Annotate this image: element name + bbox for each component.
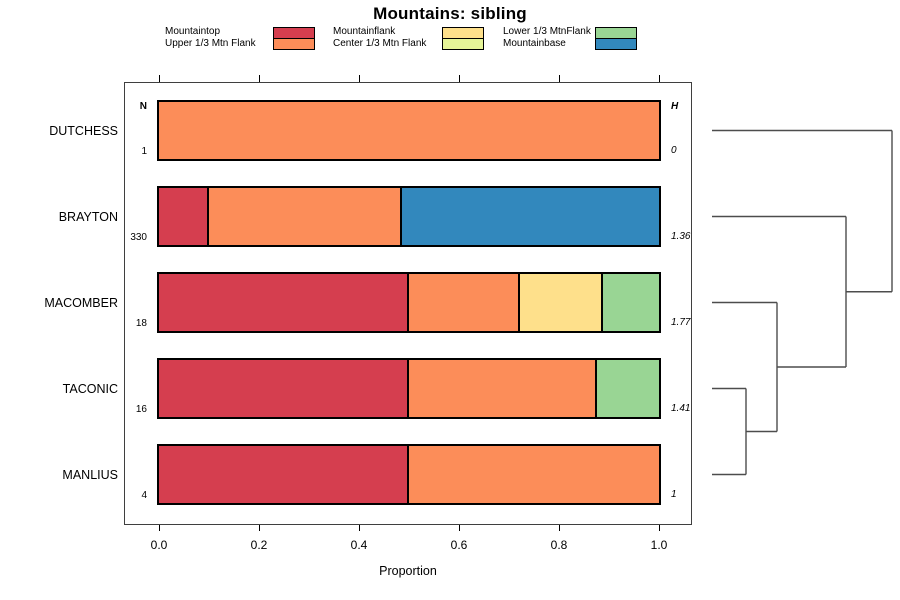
x-axis-tick-top	[259, 75, 260, 82]
bar-segment	[399, 188, 659, 245]
legend-label: Upper 1/3 Mtn Flank	[165, 38, 256, 49]
h-value: 1.41	[671, 403, 691, 414]
x-axis-tick-top	[659, 75, 660, 82]
x-axis-tick-bottom	[559, 525, 560, 531]
x-axis-tick-bottom	[159, 525, 160, 531]
x-axis-tick-label: 0.6	[450, 538, 468, 552]
x-axis-tick-label: 1.0	[650, 538, 668, 552]
x-axis-tick-label: 0.4	[350, 538, 368, 552]
bar-brayton	[157, 186, 661, 247]
bar-segment	[207, 188, 402, 245]
x-axis-tick-bottom	[659, 525, 660, 531]
category-label-dutchess: DUTCHESS	[49, 123, 118, 138]
h-value: 1.36	[671, 231, 691, 242]
h-value: 1	[671, 489, 677, 500]
legend-label: Mountainbase	[503, 38, 566, 49]
bar-segment	[518, 274, 604, 331]
bar-segment	[601, 274, 659, 331]
x-axis-tick-label: 0.8	[550, 538, 568, 552]
x-axis-tick-bottom	[359, 525, 360, 531]
x-axis-tick-label: 0.2	[250, 538, 268, 552]
n-value: 330	[130, 232, 147, 243]
bar-segment	[594, 360, 659, 417]
h-value: 1.77	[671, 317, 691, 328]
legend-label: Lower 1/3 MtnFlank	[503, 26, 591, 37]
x-axis-tick-top	[359, 75, 360, 82]
legend-label: Mountaintop	[165, 26, 221, 37]
x-axis-tick-top	[559, 75, 560, 82]
bar-segment	[407, 274, 521, 331]
x-axis-label: Proportion	[379, 564, 437, 578]
category-label-brayton: BRAYTON	[58, 209, 118, 224]
x-axis-tick-top	[159, 75, 160, 82]
bar-dutchess	[157, 100, 661, 161]
bar-segment	[159, 446, 409, 503]
h-value: 0	[671, 145, 677, 156]
x-axis-tick-bottom	[259, 525, 260, 531]
x-axis-tick-bottom	[459, 525, 460, 531]
n-value: 1	[141, 146, 147, 157]
category-label-taconic: TACONIC	[62, 381, 118, 396]
n-value: 4	[141, 490, 147, 501]
legend-swatch	[595, 38, 637, 50]
n-column-header: N	[139, 101, 147, 112]
bar-segment	[159, 360, 409, 417]
x-axis-tick-label: 0.0	[150, 538, 168, 552]
bar-macomber	[157, 272, 661, 333]
n-value: 18	[135, 318, 147, 329]
bar-segment	[159, 274, 409, 331]
legend-swatch	[273, 38, 315, 50]
chart-title: Mountains: sibling	[373, 4, 527, 23]
plot-box	[124, 82, 692, 525]
h-column-header: H	[671, 101, 679, 112]
bar-segment	[159, 188, 209, 245]
x-axis-tick-top	[459, 75, 460, 82]
bar-manlius	[157, 444, 661, 505]
bar-taconic	[157, 358, 661, 419]
category-label-manlius: MANLIUS	[62, 467, 118, 482]
category-label-macomber: MACOMBER	[44, 295, 118, 310]
bar-segment	[407, 446, 659, 503]
legend-label: Mountainflank	[333, 26, 396, 37]
bar-segment	[407, 360, 597, 417]
n-value: 16	[135, 404, 147, 415]
legend-label: Center 1/3 Mtn Flank	[333, 38, 427, 49]
bar-segment	[159, 102, 659, 159]
legend-swatch	[442, 38, 484, 50]
